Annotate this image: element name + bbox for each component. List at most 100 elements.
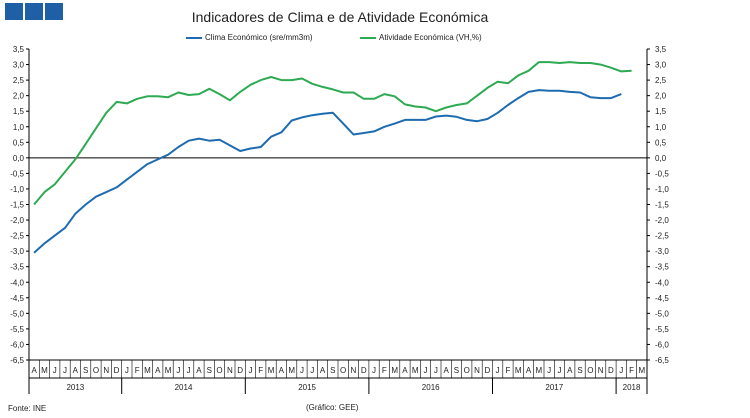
y-tick-label-left: -1,0 — [10, 185, 24, 194]
y-tick-label-left: 3,5 — [13, 45, 25, 54]
x-month-label: M — [288, 366, 295, 375]
y-tick-label-right: 2,0 — [655, 92, 667, 101]
x-month-label: O — [216, 366, 222, 375]
x-month-label: N — [474, 366, 480, 375]
legend: Clima Económico (sre/mm3m) Atividade Eco… — [0, 33, 750, 45]
x-month-label: M — [268, 366, 275, 375]
x-month-label: D — [361, 366, 367, 375]
chart-title: Indicadores de Clima e de Atividade Econ… — [191, 9, 489, 25]
x-month-label: J — [63, 366, 67, 375]
y-tick-label-right: 0,0 — [655, 154, 667, 163]
x-year-label: 2013 — [66, 383, 84, 392]
x-year-label: 2018 — [623, 383, 641, 392]
y-tick-label-right: -6,5 — [655, 356, 669, 365]
y-tick-label-right: -2,0 — [655, 216, 669, 225]
x-month-label: S — [207, 366, 212, 375]
legend-label-atividade: Atividade Económica (VH,%) — [379, 33, 482, 42]
x-month-label: J — [187, 366, 191, 375]
y-tick-label-left: -2,0 — [10, 216, 24, 225]
x-month-label: J — [248, 366, 252, 375]
x-month-label: F — [258, 366, 263, 375]
x-month-label: M — [391, 366, 398, 375]
x-month-label: M — [41, 366, 48, 375]
x-month-label: O — [93, 366, 99, 375]
series-line-0 — [33, 89, 622, 254]
y-tick-label-left: 3,0 — [13, 61, 25, 70]
x-month-label: J — [300, 366, 304, 375]
x-month-label: S — [454, 366, 459, 375]
x-month-label: J — [53, 366, 57, 375]
x-month-label: J — [424, 366, 428, 375]
y-tick-label-left: -1,5 — [10, 201, 24, 210]
x-month-label: F — [135, 366, 140, 375]
x-month-label: A — [31, 366, 37, 375]
x-year-label: 2014 — [175, 383, 193, 392]
x-month-label: N — [351, 366, 357, 375]
x-month-label: F — [382, 366, 387, 375]
x-month-label: O — [587, 366, 593, 375]
y-tick-label-right: -2,5 — [655, 232, 669, 241]
legend-swatch-atividade — [360, 36, 376, 39]
y-tick-label-right: -1,0 — [655, 185, 669, 194]
logo-block — [25, 3, 43, 20]
series-line-1 — [33, 61, 632, 206]
x-month-label: A — [196, 366, 202, 375]
legend-item-clima: Clima Económico (sre/mm3m) — [186, 33, 313, 42]
logo-block — [5, 3, 23, 20]
legend-swatch-clima — [186, 36, 202, 39]
x-month-label: S — [83, 366, 88, 375]
y-tick-label-left: 0,0 — [13, 154, 25, 163]
y-tick-label-left: -4,5 — [10, 294, 24, 303]
y-tick-label-right: -5,5 — [655, 325, 669, 334]
y-tick-label-right: -3,5 — [655, 263, 669, 272]
x-month-label: M — [536, 366, 543, 375]
y-tick-label-right: 3,5 — [655, 45, 667, 54]
y-tick-label-right: 1,5 — [655, 107, 667, 116]
y-tick-label-left: 1,5 — [13, 107, 25, 116]
x-month-label: A — [567, 366, 573, 375]
x-month-label: M — [639, 366, 646, 375]
x-month-label: A — [73, 366, 79, 375]
y-tick-label-left: -4,0 — [10, 278, 24, 287]
x-month-label: J — [434, 366, 438, 375]
y-tick-label-left: -3,0 — [10, 247, 24, 256]
x-month-label: J — [125, 366, 129, 375]
x-month-label: J — [619, 366, 623, 375]
x-month-label: A — [155, 366, 161, 375]
x-month-label: J — [557, 366, 561, 375]
x-year-label: 2015 — [298, 383, 316, 392]
x-month-label: A — [526, 366, 532, 375]
credit-note: (Gráfico: GEE) — [306, 403, 359, 412]
y-tick-label-right: 3,0 — [655, 61, 667, 70]
y-tick-label-right: 0,5 — [655, 138, 667, 147]
x-month-label: F — [506, 366, 511, 375]
x-month-label: A — [443, 366, 449, 375]
x-month-label: J — [176, 366, 180, 375]
y-tick-label-left: -3,5 — [10, 263, 24, 272]
y-tick-label-right: -6,0 — [655, 340, 669, 349]
x-month-label: M — [515, 366, 522, 375]
x-month-label: N — [103, 366, 109, 375]
x-month-label: O — [464, 366, 470, 375]
logo — [5, 3, 63, 20]
x-month-label: J — [496, 366, 500, 375]
y-tick-label-left: -5,0 — [10, 309, 24, 318]
x-month-label: D — [237, 366, 243, 375]
x-year-label: 2016 — [422, 383, 440, 392]
x-month-label: D — [114, 366, 120, 375]
x-month-label: A — [320, 366, 326, 375]
x-month-label: F — [629, 366, 634, 375]
x-month-label: N — [227, 366, 233, 375]
x-month-label: A — [279, 366, 285, 375]
x-month-label: M — [412, 366, 419, 375]
x-month-label: O — [340, 366, 346, 375]
y-tick-label-right: -4,5 — [655, 294, 669, 303]
x-month-label: N — [598, 366, 604, 375]
y-tick-label-right: -0,5 — [655, 169, 669, 178]
y-tick-label-left: 1,0 — [13, 123, 25, 132]
x-month-label: M — [144, 366, 151, 375]
y-tick-label-left: 0,5 — [13, 138, 25, 147]
y-tick-label-right: -3,0 — [655, 247, 669, 256]
y-tick-label-left: -2,5 — [10, 232, 24, 241]
y-tick-label-left: -5,5 — [10, 325, 24, 334]
